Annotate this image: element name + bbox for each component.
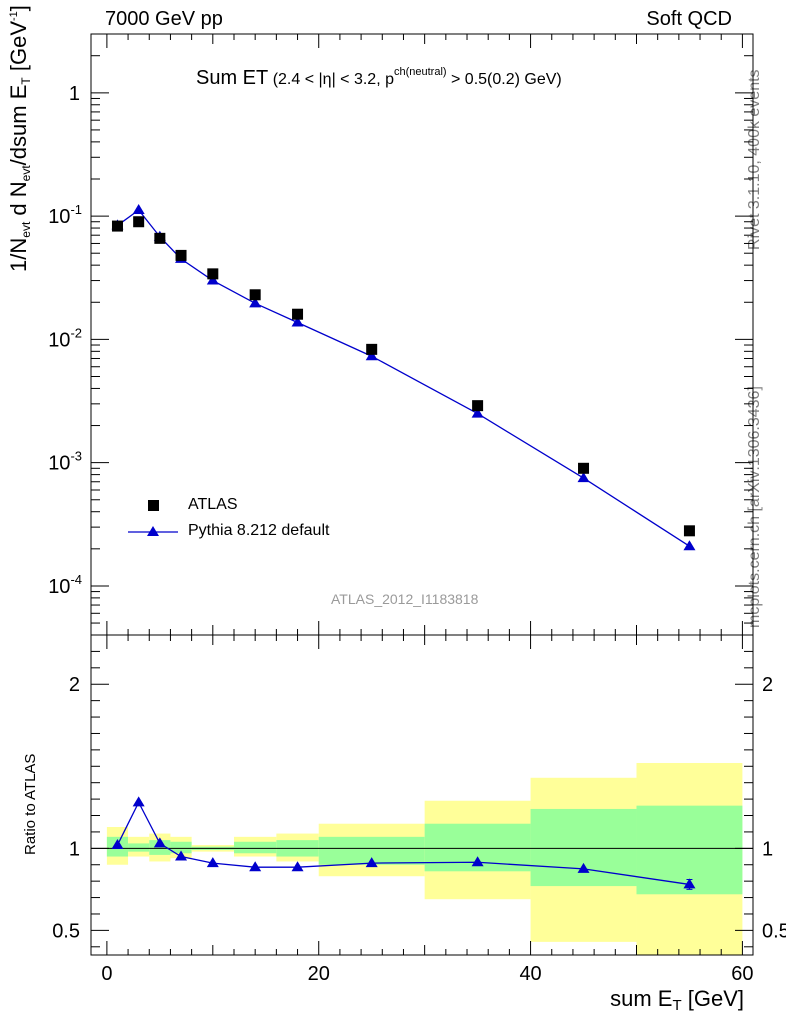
plot-title-cut: (2.4 < |η| < 3.2, pch(neutral) > 0.5(0.2…: [272, 66, 562, 88]
atlas-point: [133, 216, 145, 228]
atlas-point: [683, 525, 695, 537]
ratio-pythia-point: [175, 850, 188, 861]
atlas-point: [366, 343, 378, 355]
pythia-point: [471, 407, 484, 418]
x-tick-label: 0: [101, 963, 112, 985]
ratio-y-tick-label-left: 0.5: [52, 920, 80, 942]
band-inner-9: [530, 808, 637, 887]
ratio-pythia-point: [577, 862, 590, 873]
x-tick-label: 60: [731, 963, 753, 985]
analysis-tag: ATLAS_2012_I1183818: [331, 591, 479, 607]
pythia-point: [577, 472, 590, 483]
band-inner-1: [128, 843, 150, 852]
ratio-y-tick-label-left: 1: [69, 838, 80, 860]
ratio-pythia-point: [683, 878, 696, 889]
atlas-point: [154, 232, 166, 244]
header-right: Soft QCD: [646, 8, 732, 30]
ratio-pythia-point: [132, 796, 145, 807]
pythia-point: [683, 540, 696, 551]
y-tick-label: 10-2: [48, 325, 82, 351]
atlas-point: [175, 249, 187, 261]
atlas-point: [578, 462, 590, 474]
ratio-pythia-point: [206, 857, 219, 868]
ratio-pythia-point: [471, 856, 484, 867]
ratio-pythia-point: [111, 839, 124, 850]
band-inner-5: [233, 841, 277, 854]
ratio-pythia-point: [249, 861, 262, 872]
y-tick-label: 1: [69, 83, 80, 105]
ratio-pythia-point: [153, 837, 166, 848]
atlas-point: [472, 400, 484, 412]
pythia-point: [206, 274, 219, 285]
atlas-point: [292, 308, 304, 320]
legend-marker-triangle: [128, 526, 178, 536]
y-tick-label: 10-4: [48, 572, 82, 598]
y-tick-label: 10-3: [48, 449, 82, 475]
ratio-y-tick-label-right: 1: [762, 838, 773, 860]
pythia-point: [132, 204, 145, 215]
main-panel-frame: [90, 33, 754, 636]
header-left: 7000 GeV pp: [105, 8, 223, 30]
ratio-panel-frame: [90, 634, 754, 956]
ratio-y-tick-label-right: 0.5: [762, 920, 786, 942]
atlas-point: [249, 289, 261, 301]
legend-marker-square: [148, 500, 159, 511]
plot-title: Sum ET (2.4 < |η| < 3.2, pch(neutral) > …: [196, 66, 562, 90]
plot-title-main: Sum ET: [196, 67, 269, 89]
legend-label-atlas: ATLAS: [188, 496, 238, 513]
x-tick-label: 20: [308, 963, 330, 985]
atlas-point: [207, 268, 219, 280]
x-axis-label: sum ET [GeV]: [610, 986, 744, 1014]
pythia-point: [365, 350, 378, 361]
pythia-point: [249, 297, 262, 308]
legend-label-pythia: Pythia 8.212 default: [188, 522, 330, 539]
ratio-pythia-point: [291, 861, 304, 872]
atlas-point: [111, 220, 123, 232]
y-tick-label: 10-1: [48, 202, 82, 228]
band-inner-3: [170, 841, 192, 854]
ratio-pythia-point: [365, 857, 378, 868]
pythia-line: [117, 209, 690, 547]
band-inner-2: [149, 840, 171, 855]
ratio-y-tick-label-right: 2: [762, 674, 773, 696]
pythia-point: [291, 316, 304, 327]
x-tick-label: 40: [519, 963, 541, 985]
ratio-y-tick-label-left: 2: [69, 674, 80, 696]
